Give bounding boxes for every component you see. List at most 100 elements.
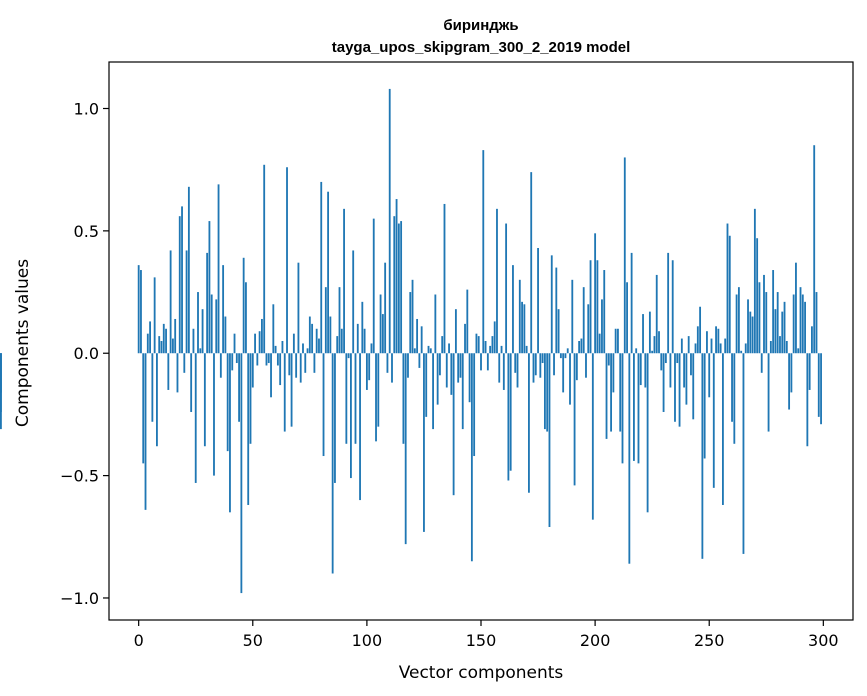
bar <box>596 260 599 354</box>
bar <box>626 282 628 354</box>
chart-subtitle: tayga_upos_skipgram_300_2_2019 model <box>332 39 631 56</box>
bar <box>167 353 170 390</box>
bar <box>710 338 713 354</box>
bar <box>327 191 330 354</box>
bar <box>612 353 615 393</box>
bar <box>685 353 688 405</box>
bar <box>140 270 142 354</box>
bar <box>507 353 510 481</box>
bar <box>617 328 619 354</box>
bar <box>630 252 633 354</box>
bar <box>468 353 471 403</box>
bar <box>320 181 323 354</box>
bar <box>183 353 186 373</box>
bar <box>585 353 587 378</box>
bar <box>623 157 626 354</box>
bar <box>276 353 279 366</box>
bar <box>292 333 295 354</box>
bar <box>185 250 188 354</box>
bar <box>288 353 291 376</box>
bar <box>724 338 727 354</box>
bar <box>425 353 428 417</box>
bar <box>229 353 231 513</box>
x-tick-label: 0 <box>134 631 144 650</box>
bar <box>607 353 610 366</box>
bar <box>311 323 314 354</box>
bar <box>347 353 350 359</box>
bar <box>619 353 622 432</box>
bar <box>153 277 156 354</box>
bar <box>226 353 229 452</box>
bar <box>158 336 161 354</box>
bar <box>178 216 181 354</box>
bar <box>370 343 373 354</box>
bar <box>149 321 151 354</box>
bar <box>528 353 530 493</box>
bar <box>546 353 549 432</box>
bar <box>286 167 288 354</box>
bar <box>658 331 660 354</box>
bars-group <box>0 88 822 594</box>
bar <box>635 348 638 354</box>
bar <box>601 299 603 354</box>
bar <box>706 331 708 354</box>
bar <box>605 353 608 439</box>
bar <box>356 323 359 354</box>
bar <box>614 328 617 354</box>
bar <box>790 353 793 393</box>
bar <box>573 353 576 486</box>
bar <box>749 311 752 354</box>
y-tick-label: −1.0 <box>60 589 99 608</box>
bar <box>806 353 809 447</box>
bar <box>404 353 407 545</box>
bar <box>530 172 533 354</box>
bar <box>297 262 300 354</box>
x-tick-label: 150 <box>466 631 497 650</box>
bar <box>409 292 412 354</box>
bar <box>543 353 546 430</box>
bar <box>329 316 332 354</box>
bar <box>407 353 409 378</box>
bar <box>514 353 517 373</box>
bar <box>192 328 195 354</box>
bar <box>324 287 327 354</box>
bar <box>676 353 679 364</box>
bar <box>265 353 268 366</box>
bar <box>439 353 441 376</box>
bar <box>354 353 357 444</box>
bar <box>644 353 647 388</box>
bar <box>420 326 423 354</box>
bar <box>642 314 644 354</box>
x-tick-label: 200 <box>580 631 611 650</box>
bar <box>258 331 261 354</box>
bar <box>694 343 697 354</box>
bar <box>521 301 523 354</box>
bar <box>240 353 243 594</box>
bar <box>580 338 583 354</box>
bar <box>274 345 277 354</box>
bar <box>245 282 247 354</box>
bar <box>254 333 256 354</box>
bar <box>815 292 818 354</box>
bar <box>299 353 302 383</box>
bar <box>747 299 749 354</box>
bar <box>569 353 571 405</box>
bar <box>375 353 377 442</box>
bar <box>443 203 446 354</box>
bar <box>233 333 236 354</box>
x-tick-label: 300 <box>808 631 839 650</box>
y-axis-label: Components values <box>13 259 33 427</box>
bar <box>537 248 539 354</box>
bar <box>304 353 307 373</box>
bar <box>306 348 309 354</box>
bar <box>801 294 804 354</box>
bar <box>429 348 432 354</box>
bar <box>199 348 202 354</box>
bar <box>345 353 348 444</box>
bar <box>162 323 165 354</box>
bar <box>436 353 439 405</box>
bar <box>648 311 651 354</box>
